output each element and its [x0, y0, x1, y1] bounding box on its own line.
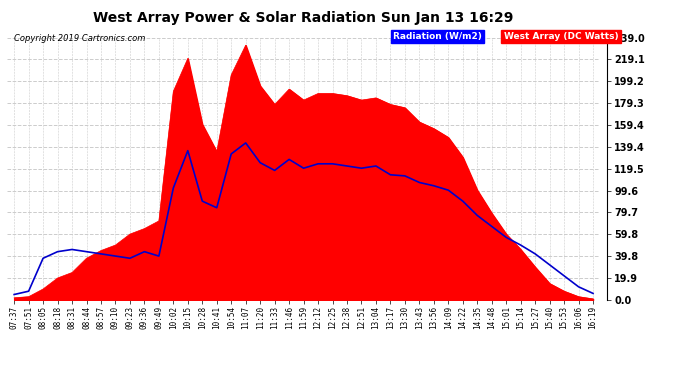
Text: Copyright 2019 Cartronics.com: Copyright 2019 Cartronics.com — [14, 34, 145, 43]
Text: West Array (DC Watts): West Array (DC Watts) — [504, 32, 618, 41]
Text: Radiation (W/m2): Radiation (W/m2) — [393, 32, 482, 41]
Text: West Array Power & Solar Radiation Sun Jan 13 16:29: West Array Power & Solar Radiation Sun J… — [93, 11, 514, 25]
